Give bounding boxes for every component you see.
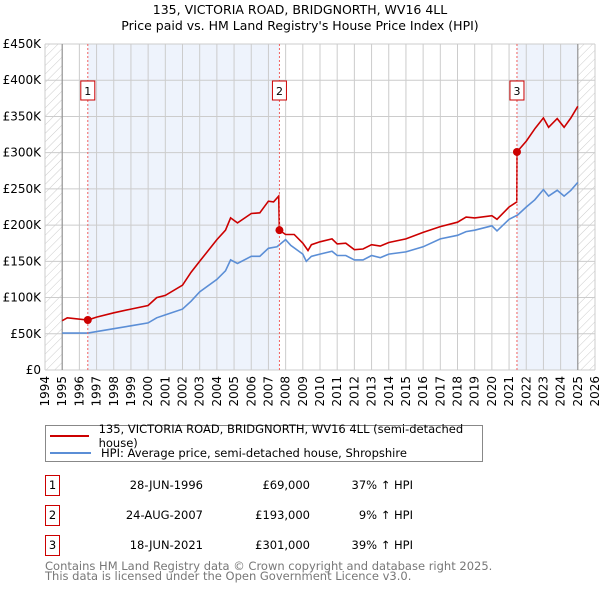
- x-tick-label: 1997: [90, 376, 104, 407]
- sale-label-number: 2: [276, 85, 283, 98]
- x-tick-label: 2019: [468, 376, 482, 407]
- footer-line-1: Contains HM Land Registry data © Crown c…: [45, 559, 493, 573]
- x-tick-label: 2025: [571, 376, 585, 407]
- x-tick-label: 2020: [485, 376, 499, 407]
- x-tick-label: 2026: [588, 376, 600, 407]
- x-tick-label: 1996: [72, 376, 86, 407]
- sale-price: £193,000: [255, 508, 310, 522]
- y-tick-label: £400K: [3, 73, 43, 87]
- sale-date: 24-AUG-2007: [125, 508, 203, 522]
- x-tick-label: 2013: [365, 376, 379, 407]
- chart-title: 135, VICTORIA ROAD, BRIDGNORTH, WV16 4LL: [152, 2, 448, 17]
- x-tick-label: 2024: [554, 376, 568, 407]
- x-tick-label: 2008: [279, 376, 293, 407]
- sale-label-number: 3: [513, 85, 520, 98]
- sale-number: 2: [45, 505, 60, 526]
- x-tick-label: 2010: [313, 376, 327, 407]
- sale-number: 1: [45, 475, 60, 496]
- legend-label: HPI: Average price, semi-detached house,…: [101, 446, 407, 460]
- x-tick-label: 2006: [244, 376, 258, 407]
- y-tick-label: £450K: [3, 37, 43, 51]
- sale-point: [83, 316, 92, 325]
- hatched-region-before: [45, 44, 63, 370]
- legend-swatch-red: [50, 435, 89, 437]
- y-tick-label: £250K: [3, 182, 43, 196]
- sale-date: 28-JUN-1996: [129, 478, 203, 492]
- x-tick-label: 2021: [502, 376, 516, 407]
- sale-label-number: 1: [84, 85, 91, 98]
- y-tick-label: £150K: [3, 254, 43, 268]
- y-tick-label: £100K: [3, 291, 43, 305]
- x-tick-label: 2015: [399, 376, 413, 407]
- x-tick-label: 2000: [141, 376, 155, 407]
- legend: 135, VICTORIA ROAD, BRIDGNORTH, WV16 4LL…: [45, 422, 483, 462]
- x-tick-label: 2009: [296, 376, 310, 407]
- x-tick-label: 2018: [451, 376, 465, 407]
- x-tick-label: 2003: [193, 376, 207, 407]
- x-tick-label: 2011: [330, 376, 344, 407]
- x-tick-label: 2002: [176, 376, 190, 407]
- x-tick-label: 2007: [261, 376, 275, 407]
- legend-item-hpi: HPI: Average price, semi-detached house,…: [50, 445, 407, 461]
- sale-label-box: [80, 80, 96, 101]
- hpi-line: [62, 181, 579, 334]
- sale-label-box: [271, 80, 287, 101]
- x-tick-label: 1999: [124, 376, 138, 407]
- y-tick-label: £0: [26, 363, 41, 377]
- x-tick-label: 2004: [210, 376, 224, 407]
- sale-point: [275, 226, 284, 235]
- x-tick-label: 2022: [519, 376, 533, 407]
- sale-point: [512, 147, 521, 156]
- x-tick-label: 2005: [227, 376, 241, 407]
- x-tick-label: 1998: [107, 376, 121, 407]
- sale-hpi-diff: 37% ↑ HPI: [351, 478, 413, 492]
- hatched-region-after: [577, 44, 595, 370]
- legend-label: 135, VICTORIA ROAD, BRIDGNORTH, WV16 4LL…: [98, 422, 464, 450]
- x-tick-label: 1995: [55, 376, 69, 407]
- x-tick-label: 1994: [38, 376, 52, 407]
- sale-date: 18-JUN-2021: [129, 538, 203, 552]
- x-tick-label: 2017: [433, 376, 447, 407]
- y-tick-label: £200K: [3, 218, 43, 232]
- x-tick-label: 2023: [536, 376, 550, 407]
- sale-number: 3: [45, 535, 60, 556]
- x-tick-label: 2016: [416, 376, 430, 407]
- x-tick-label: 2001: [158, 376, 172, 407]
- y-tick-label: £50K: [10, 327, 42, 341]
- y-tick-label: £350K: [3, 109, 43, 123]
- footer-line-2: This data is licensed under the Open Gov…: [45, 569, 412, 583]
- sale-hpi-diff: 9% ↑ HPI: [358, 508, 413, 522]
- sale-label-box: [509, 80, 525, 101]
- sale-hpi-diff: 39% ↑ HPI: [351, 538, 413, 552]
- legend-item-property: 135, VICTORIA ROAD, BRIDGNORTH, WV16 4LL…: [50, 422, 482, 450]
- x-tick-label: 2012: [347, 376, 361, 407]
- ownership-shade-1: [87, 44, 280, 370]
- legend-swatch-blue: [50, 452, 91, 454]
- x-tick-label: 2014: [382, 376, 396, 407]
- sale-price: £69,000: [262, 478, 310, 492]
- sale-price: £301,000: [255, 538, 310, 552]
- chart-subtitle: Price paid vs. HM Land Registry's House …: [121, 18, 479, 33]
- y-tick-label: £300K: [3, 146, 43, 160]
